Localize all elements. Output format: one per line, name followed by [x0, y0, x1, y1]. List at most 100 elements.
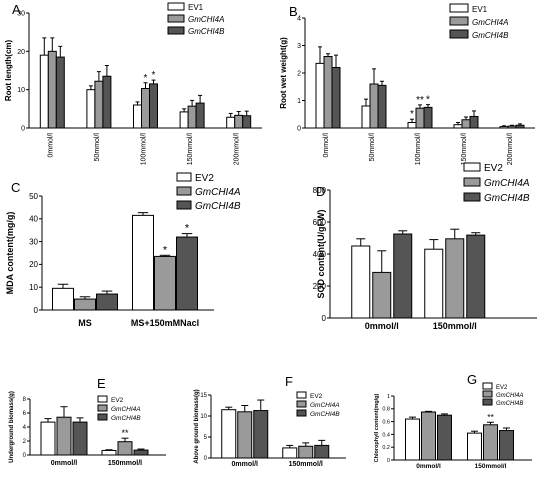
bar: [298, 445, 314, 459]
y-tick-label: 4: [297, 15, 301, 22]
legend-entry: GmCHI4B: [310, 411, 340, 418]
legend-swatch: [296, 409, 307, 417]
y-tick-label: 0: [322, 314, 327, 323]
legend-entry: GmCHI4A: [496, 393, 523, 399]
panel-label: A: [12, 2, 21, 17]
bar: [253, 410, 269, 459]
x-tick-label: 200mmol/l: [507, 133, 514, 166]
panel-B: B 0 1 2 3 4 Root wet weight(g) 0mmol/l 50mmol/l *…: [279, 3, 535, 166]
bar: [483, 424, 498, 461]
y-tick-label: 0: [297, 125, 301, 132]
x-tick-label: 0mmol/l: [323, 133, 330, 158]
y-tick-label: 0.6: [382, 420, 390, 426]
y-tick-label: 0: [204, 456, 208, 462]
legend-entry: EV1: [472, 5, 488, 14]
legend: EV2 GmCHI4A GmCHI4B: [176, 172, 241, 212]
legend: EV2 GmCHI4A GmCHI4B: [482, 382, 523, 407]
bar: [369, 83, 379, 129]
y-tick-label: 600: [313, 218, 327, 227]
y-tick-label: 40: [29, 215, 38, 224]
legend-entry: GmCHI4B: [195, 201, 241, 212]
y-tick-label: 4: [23, 425, 27, 431]
legend-swatch: [97, 404, 108, 412]
x-tick-label: 100mmol/l: [141, 133, 148, 166]
bar: [72, 421, 88, 456]
legend-entry: EV2: [484, 163, 503, 174]
bar: [195, 102, 205, 129]
bar: [469, 115, 479, 129]
legend-swatch: [167, 14, 185, 23]
y-axis-label: Root wet weight(g): [279, 37, 288, 109]
bar: [179, 111, 189, 129]
legend-entry: GmCHI4A: [111, 406, 141, 413]
y-tick-label: 30: [29, 237, 38, 246]
legend: EV2 GmCHI4A GmCHI4B: [296, 391, 340, 418]
bar: [507, 125, 517, 129]
bar: [323, 56, 333, 129]
legend: EV1 GmCHI4A GmCHI4B: [167, 2, 225, 36]
legend-swatch: [167, 26, 185, 35]
bar: [154, 255, 176, 311]
legend-swatch: [296, 400, 307, 408]
y-tick-label: 30: [17, 10, 25, 17]
y-tick-label: 0.4: [382, 432, 390, 438]
bar: [405, 418, 420, 461]
bar: [372, 271, 392, 319]
legend-entry: EV2: [310, 393, 323, 400]
panel-A: A 0 10 20 30 Root length(cm) 0mmol/l 50mmol/l * *…: [4, 2, 262, 165]
legend-entry: EV2: [496, 385, 508, 391]
bar: [467, 432, 482, 461]
x-tick-label: 0mmol/l: [416, 463, 441, 470]
legend: EV2 GmCHI4A GmCHI4B: [97, 395, 141, 422]
bar: [176, 236, 198, 311]
x-tick-label: 150mmol/l: [108, 460, 142, 467]
legend-entry: GmCHI4B: [111, 415, 141, 422]
legend-swatch: [176, 186, 192, 196]
x-tick-label: 150mmol/l: [187, 133, 194, 166]
panel-label: F: [285, 374, 293, 389]
y-tick-label: 8: [23, 397, 27, 403]
legend-swatch: [97, 395, 108, 403]
legend-entry: GmCHI4A: [188, 15, 224, 24]
bar: [415, 107, 425, 129]
x-tick-label: 150mmol/l: [461, 133, 468, 166]
y-tick-label: 0: [34, 306, 39, 315]
bar: [96, 293, 118, 311]
legend-swatch: [176, 172, 192, 182]
bar: [74, 298, 96, 311]
bar: [423, 106, 433, 129]
y-axis-label: Chlorophyll content(mg/g): [374, 393, 380, 462]
significance-mark: **: [487, 412, 494, 422]
bar: [515, 124, 525, 129]
y-tick-label: 1: [297, 98, 301, 105]
bar: [40, 421, 56, 456]
significance-mark: *: [426, 95, 430, 106]
significance-mark: *: [185, 223, 190, 235]
y-tick-label: 800: [313, 186, 327, 195]
legend-swatch: [167, 2, 185, 11]
y-axis-label: MDA content(mg/g): [5, 212, 15, 295]
bar: [133, 449, 149, 456]
legend-entry: EV2: [195, 173, 214, 184]
bar: [461, 119, 471, 129]
bar: [282, 447, 298, 459]
bar: [466, 234, 486, 319]
bar: [226, 116, 236, 129]
x-tick-label: 150mmol/l: [289, 461, 323, 468]
panel-label: D: [316, 184, 325, 199]
significance-mark: *: [410, 109, 414, 120]
y-tick-label: 50: [29, 192, 38, 201]
bar: [101, 449, 117, 456]
bar: [149, 83, 158, 129]
bar: [437, 414, 452, 461]
panel-G: G 0 0.2 0.4 0.6 0.8 1 Chlorophyll content(mg/g)…: [374, 372, 532, 470]
bar: [421, 411, 436, 461]
panel-C: C 0 10 20 30 40 50 MDA content(mg/g) MS * * MS+150m…: [5, 172, 241, 328]
x-tick-label: 50mmol/l: [369, 133, 376, 162]
x-tick-label: 0mmol/l: [51, 460, 78, 467]
bar: [242, 115, 252, 129]
bar: [221, 409, 237, 459]
y-tick-label: 1: [387, 394, 390, 400]
